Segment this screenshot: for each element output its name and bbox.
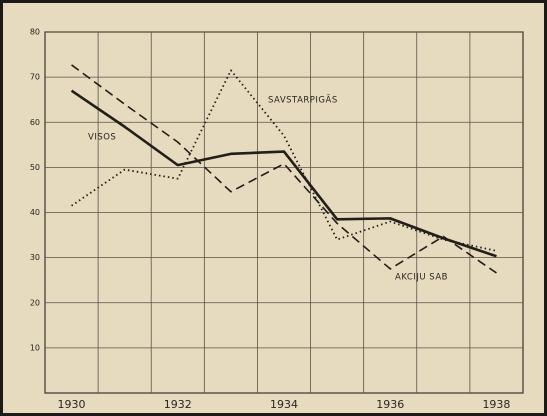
y-tick-label: 40 bbox=[30, 208, 40, 217]
y-tick-label: 60 bbox=[30, 118, 40, 127]
series-label: AKCIJU SAB bbox=[395, 273, 448, 283]
y-tick-label: 30 bbox=[30, 253, 40, 262]
y-tick-label: 80 bbox=[30, 28, 40, 37]
x-tick-label: 1938 bbox=[482, 398, 510, 411]
paper bbox=[3, 3, 544, 413]
series-label: VISOS bbox=[88, 133, 116, 143]
y-tick-label: 10 bbox=[30, 343, 40, 352]
y-tick-label: 70 bbox=[30, 73, 40, 82]
x-tick-label: 1936 bbox=[376, 398, 404, 411]
series-line bbox=[71, 69, 497, 252]
y-tick-label: 50 bbox=[30, 163, 40, 172]
series-line bbox=[71, 64, 497, 274]
x-tick-label: 1930 bbox=[58, 398, 86, 411]
x-tick-label: 1934 bbox=[270, 398, 298, 411]
y-tick-label: 20 bbox=[30, 298, 40, 307]
series-label: SAVSTARPIGĀS bbox=[268, 95, 338, 106]
x-tick-label: 1932 bbox=[164, 398, 192, 411]
series-line bbox=[70, 89, 497, 258]
